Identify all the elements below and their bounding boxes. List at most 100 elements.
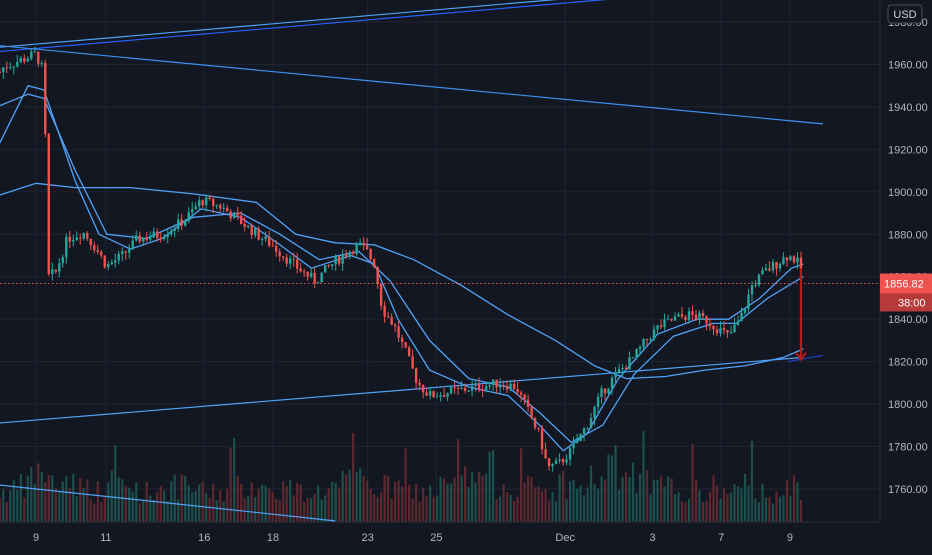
volume-bar	[740, 488, 743, 522]
candle-body	[568, 448, 572, 460]
volume-bar	[457, 439, 460, 522]
volume-bar	[481, 475, 484, 522]
volume-bar	[177, 499, 180, 522]
candle-body	[425, 392, 428, 396]
candle-body	[124, 251, 127, 253]
volume-bar	[757, 502, 761, 522]
volume-bar	[771, 503, 775, 522]
candle-body	[778, 264, 782, 269]
volume-bar	[593, 484, 596, 522]
volume-bar	[547, 500, 551, 522]
volume-bar	[219, 490, 222, 522]
volume-bar	[352, 432, 355, 522]
candle-body	[198, 200, 201, 207]
trend-line	[0, 0, 608, 53]
candle-body	[194, 206, 197, 210]
volume-bar	[453, 477, 456, 522]
candle-body	[107, 264, 110, 268]
volume-bar	[103, 496, 106, 522]
trend-lines[interactable]	[0, 0, 824, 522]
candle-body	[9, 67, 12, 69]
candle-body	[121, 251, 124, 254]
candle-body	[166, 234, 169, 238]
candle-body	[537, 427, 540, 429]
volume-bar	[491, 450, 495, 522]
candle-body	[456, 387, 460, 389]
volume-bar	[764, 497, 768, 522]
volume-bar	[89, 499, 92, 522]
volume-bar	[415, 484, 418, 522]
candle-body	[390, 316, 393, 325]
time-tick-label: 3	[649, 532, 655, 544]
candle-body	[785, 257, 789, 261]
candle-body	[19, 58, 22, 63]
volume-bar	[799, 499, 803, 522]
candle-body	[645, 338, 649, 340]
candle-body	[103, 255, 106, 268]
candle-body	[488, 384, 491, 387]
volume-bar	[673, 494, 677, 522]
volume-bar	[691, 443, 694, 522]
volume-bar	[477, 472, 481, 522]
volume-bar	[86, 479, 89, 522]
candle-body	[540, 428, 544, 450]
candle-body	[86, 232, 89, 239]
volume-bars	[0, 430, 803, 522]
candle-body	[61, 257, 64, 264]
volume-bar	[736, 486, 740, 522]
price-tick-label: 1800.00	[888, 399, 928, 411]
price-tick-label: 1960.00	[888, 59, 928, 71]
candle-body	[694, 314, 698, 320]
volume-bar	[33, 483, 36, 522]
candle-body	[666, 318, 670, 320]
candle-body	[404, 342, 407, 348]
candle-body	[519, 392, 523, 395]
volume-bar	[558, 474, 561, 522]
volume-bar	[373, 494, 376, 522]
volume-bar	[635, 493, 638, 522]
volume-bar	[656, 479, 659, 522]
candle-body	[355, 243, 358, 254]
candle-body	[614, 372, 617, 378]
volume-bar	[666, 476, 670, 522]
volume-bar	[184, 475, 187, 522]
candle-body	[93, 245, 96, 251]
volume-bar	[264, 485, 267, 522]
moving-averages	[0, 84, 804, 452]
volume-bar	[649, 494, 652, 522]
candle-body	[246, 225, 250, 227]
candle-body	[792, 256, 796, 263]
candle-body	[491, 379, 495, 385]
volume-bar	[387, 476, 390, 522]
candle-body	[712, 325, 715, 330]
candle-body	[467, 390, 470, 392]
candle-body	[187, 212, 190, 222]
price-tick-label: 1820.00	[888, 357, 928, 369]
volume-bar	[471, 472, 474, 522]
volume-bar	[439, 477, 442, 522]
candle-body	[761, 270, 764, 275]
candle-body	[82, 232, 85, 239]
volume-bar	[100, 501, 103, 522]
volume-bar	[505, 492, 509, 522]
candle-body	[743, 308, 747, 313]
candle-body	[180, 219, 183, 226]
volume-bar	[75, 496, 78, 522]
candle-body	[323, 265, 327, 273]
candle-body	[358, 242, 362, 244]
volume-bar	[754, 498, 757, 522]
candle-body	[65, 236, 68, 258]
volume-bar	[540, 491, 544, 522]
volume-bar	[282, 481, 285, 522]
candle-body	[663, 319, 666, 328]
volume-bar	[250, 482, 253, 522]
candle-body	[54, 269, 57, 272]
volume-bar	[464, 466, 467, 522]
volume-bar	[317, 485, 320, 522]
candle-body	[729, 332, 733, 334]
volume-bar	[701, 501, 705, 522]
volume-bar	[715, 485, 719, 522]
candle-body	[400, 337, 404, 343]
